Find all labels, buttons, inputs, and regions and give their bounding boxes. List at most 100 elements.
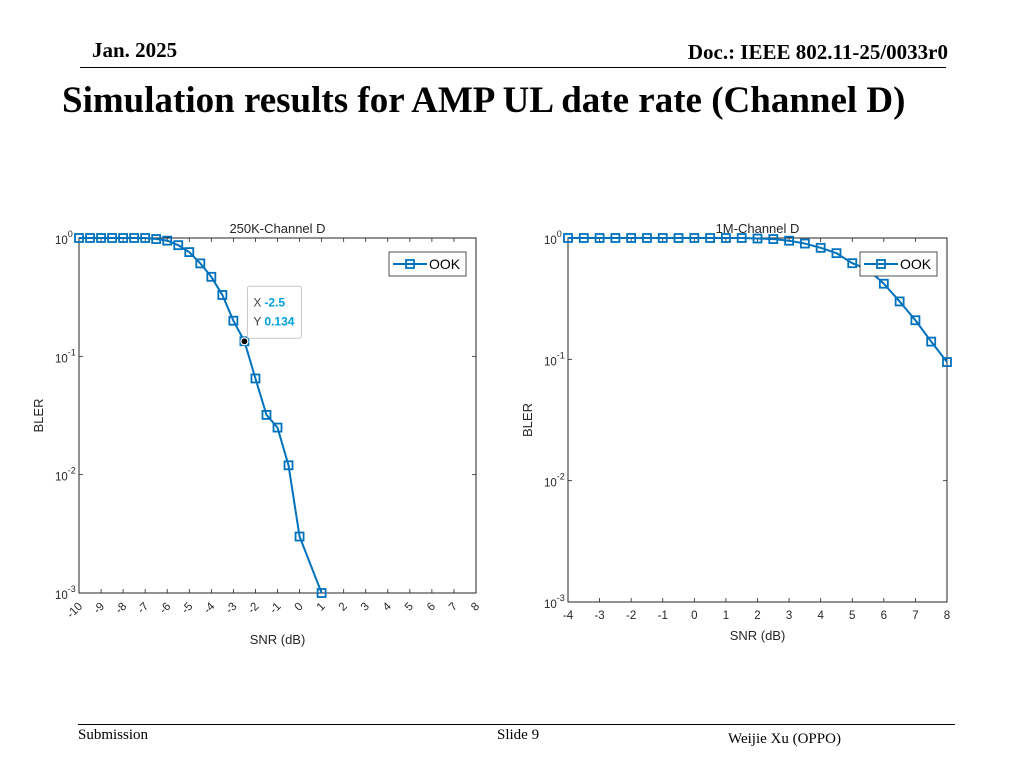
data-point-marker: [894, 296, 905, 307]
data-point-marker: [316, 588, 327, 598]
datatip-box: [246, 285, 302, 339]
datatip-x-label: X: [253, 295, 261, 309]
data-point-marker: [563, 233, 573, 243]
data-point-marker: [294, 531, 305, 542]
x-tick-label: -10: [65, 601, 85, 621]
x-tick-label: -2: [246, 601, 262, 617]
series-line: [79, 237, 323, 594]
data-point-marker: [689, 233, 700, 243]
x-tick-label: 0: [293, 601, 306, 614]
data-point-marker: [626, 233, 637, 243]
x-tick-label: 5: [849, 610, 855, 622]
data-point-marker: [815, 242, 826, 253]
data-point-marker: [799, 238, 810, 249]
plot-area: [78, 237, 477, 594]
data-point-marker: [831, 248, 842, 259]
footer-divider: [78, 724, 955, 725]
plot-area: [567, 237, 948, 603]
data-point-marker: [118, 233, 129, 243]
footer-slide-number: Slide 9: [497, 727, 540, 743]
x-axis-label: SNR (dB): [250, 632, 306, 647]
x-tick-label: 1: [315, 601, 328, 614]
x-tick-label: -9: [91, 601, 107, 617]
legend-marker: [405, 259, 415, 269]
series-line: [568, 237, 948, 363]
legend-entry: OOK: [900, 256, 932, 272]
data-point-marker: [847, 258, 858, 269]
data-point-marker: [151, 234, 162, 244]
data-point-marker: [642, 233, 652, 243]
data-point-marker: [195, 258, 206, 269]
footer-submission: Submission: [78, 727, 149, 743]
data-point-marker: [129, 233, 140, 243]
x-tick-labels: -10 -9 -8 -7 -6 -5 -4 -3 -2 -1 0 1 2 3 4 5 6 7 8: [65, 600, 482, 621]
series-ook: [563, 233, 952, 367]
x-tick-label: -1: [658, 610, 668, 622]
y-axis-label: BLER: [520, 403, 535, 437]
footer-author: Weijie Xu (OPPO): [728, 731, 841, 747]
legend[interactable]: OOK: [859, 251, 938, 277]
x-tick-label: 7: [912, 610, 918, 622]
x-tick-label: -5: [180, 601, 196, 617]
data-point-marker: [107, 233, 117, 243]
y-tick-label: 10-1: [544, 350, 565, 368]
data-point-marker: [721, 233, 731, 243]
legend[interactable]: OOK: [388, 251, 467, 277]
data-point-marker: [578, 233, 589, 243]
data-point-marker: [206, 271, 217, 282]
data-point-marker: [736, 233, 747, 243]
slide-title: Simulation results for AMP UL date rate …: [62, 80, 906, 121]
y-tick-label: 100: [544, 229, 562, 247]
y-tick-label: 10-3: [55, 584, 76, 602]
y-tick-label: 100: [55, 229, 73, 247]
x-tick-label: 7: [447, 601, 460, 614]
data-point-marker: [173, 240, 184, 251]
x-tick-label: 3: [786, 610, 792, 622]
x-tick-label: -7: [136, 601, 152, 617]
x-tick-label: 4: [817, 610, 824, 622]
data-point-marker: [926, 336, 937, 347]
x-tick-label: 2: [337, 601, 350, 614]
x-tick-label: -2: [626, 610, 636, 622]
data-point-marker: [752, 233, 763, 244]
x-tick-label: -8: [114, 601, 130, 617]
data-point-marker: [96, 233, 106, 243]
data-point-marker: [610, 233, 621, 243]
data-point-marker: [594, 233, 605, 243]
data-point-marker: [705, 233, 716, 243]
y-tick-label: 10-2: [544, 472, 565, 490]
header-divider: [80, 67, 946, 68]
x-axis-label: SNR (dB): [730, 628, 786, 643]
x-tick-label: -3: [224, 601, 240, 617]
y-tick-label: 10-3: [544, 593, 565, 611]
data-point-marker: [768, 234, 779, 244]
data-point-marker: [784, 235, 794, 246]
x-tick-label: -6: [158, 601, 174, 617]
data-point-marker: [878, 278, 889, 289]
datatip-point: [240, 337, 249, 346]
x-tick-label: 4: [381, 600, 394, 613]
x-tick-label: -1: [268, 601, 284, 617]
data-point-marker: [283, 460, 294, 471]
x-tick-label: 3: [359, 601, 372, 614]
x-tick-label: -4: [563, 610, 574, 622]
y-tick-label: 10-2: [55, 466, 76, 484]
chart-1m-channel-d: -4 -3 -2 -1 0 1 2 3 4 5 6 7 8 100 10-1 10-2 10-3 1M-Cha…: [520, 221, 952, 643]
data-point-marker: [228, 315, 239, 326]
data-point-marker: [250, 373, 261, 384]
data-point-marker: [162, 235, 173, 246]
datatip-y-value: 0.134: [264, 314, 294, 328]
y-tick-label: 10-1: [55, 347, 76, 365]
x-tick-label: 1: [723, 610, 729, 622]
data-point-marker: [184, 247, 195, 258]
data-point-marker: [140, 233, 151, 243]
data-point-marker: [85, 233, 95, 243]
data-point-marker: [74, 233, 84, 243]
header-doc-id: Doc.: IEEE 802.11-25/0033r0: [687, 40, 948, 64]
datatip[interactable]: X -2.5 Y 0.134: [240, 285, 302, 346]
data-point-marker: [910, 315, 921, 326]
x-tick-label: -3: [594, 610, 604, 622]
data-point-marker: [942, 357, 952, 367]
x-tick-label: -4: [202, 600, 218, 616]
data-point-marker: [657, 233, 668, 243]
